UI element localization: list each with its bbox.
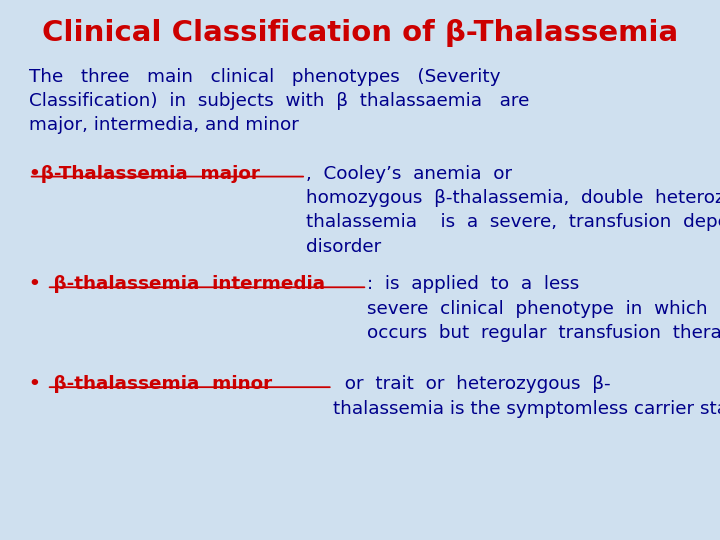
Text: •  β-thalassemia  minor: • β-thalassemia minor xyxy=(29,375,272,393)
Text: ,  Cooley’s  anemia  or
homozygous  β-thalassemia,  double  heterozygous  β-
tha: , Cooley’s anemia or homozygous β-thalas… xyxy=(306,165,720,255)
Text: •  β-thalassemia  intermedia: • β-thalassemia intermedia xyxy=(29,275,325,293)
Text: The   three   main   clinical   phenotypes   (Severity
Classification)  in  subj: The three main clinical phenotypes (Seve… xyxy=(29,68,529,134)
Text: :  is  applied  to  a  less
severe  clinical  phenotype  in  which  significant : : is applied to a less severe clinical p… xyxy=(367,275,720,342)
Text: Clinical Classification of β-Thalassemia: Clinical Classification of β-Thalassemia xyxy=(42,19,678,47)
Text: •β-Thalassemia  major: •β-Thalassemia major xyxy=(29,165,260,183)
Text: or  trait  or  heterozygous  β-
thalassemia is the symptomless carrier state.: or trait or heterozygous β- thalassemia … xyxy=(333,375,720,417)
